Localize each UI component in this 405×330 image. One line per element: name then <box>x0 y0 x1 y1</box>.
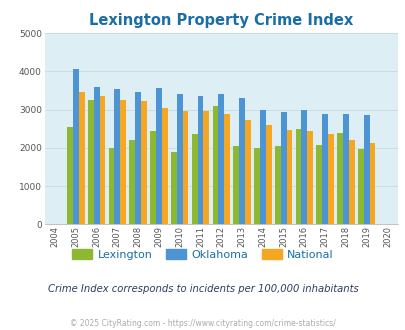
Bar <box>265 125 271 224</box>
Bar <box>212 106 218 224</box>
Bar <box>114 88 120 224</box>
Bar <box>191 134 197 224</box>
Bar <box>203 112 209 224</box>
Bar <box>337 133 342 224</box>
Bar <box>357 149 363 224</box>
Text: © 2025 CityRating.com - https://www.cityrating.com/crime-statistics/: © 2025 CityRating.com - https://www.city… <box>70 319 335 328</box>
Bar <box>182 112 188 224</box>
Bar <box>244 120 250 224</box>
Bar <box>259 110 265 224</box>
Bar <box>162 108 167 224</box>
Text: Crime Index corresponds to incidents per 100,000 inhabitants: Crime Index corresponds to incidents per… <box>47 284 358 294</box>
Bar <box>363 115 369 224</box>
Bar <box>218 94 224 224</box>
Bar <box>87 100 94 224</box>
Bar <box>280 113 286 224</box>
Bar <box>129 140 135 224</box>
Bar <box>176 94 182 224</box>
Bar <box>141 101 147 224</box>
Bar <box>322 115 327 224</box>
Bar <box>135 92 141 224</box>
Bar <box>120 100 126 224</box>
Bar <box>315 145 322 224</box>
Bar <box>156 87 162 224</box>
Bar <box>67 127 73 224</box>
Bar <box>254 148 259 224</box>
Title: Lexington Property Crime Index: Lexington Property Crime Index <box>89 13 352 28</box>
Legend: Lexington, Oklahoma, National: Lexington, Oklahoma, National <box>68 245 337 264</box>
Bar <box>342 115 348 224</box>
Bar <box>239 98 244 224</box>
Bar <box>79 92 84 224</box>
Bar <box>274 146 280 224</box>
Bar <box>197 96 203 224</box>
Bar <box>99 96 105 224</box>
Bar <box>150 131 156 224</box>
Bar <box>233 146 239 224</box>
Bar <box>369 143 375 224</box>
Bar <box>295 129 301 224</box>
Bar <box>327 134 333 224</box>
Bar <box>348 140 354 224</box>
Bar <box>307 131 312 224</box>
Bar <box>171 152 176 224</box>
Bar <box>94 86 99 224</box>
Bar <box>109 148 114 224</box>
Bar <box>73 69 79 224</box>
Bar <box>224 115 229 224</box>
Bar <box>286 130 292 224</box>
Bar <box>301 110 307 224</box>
